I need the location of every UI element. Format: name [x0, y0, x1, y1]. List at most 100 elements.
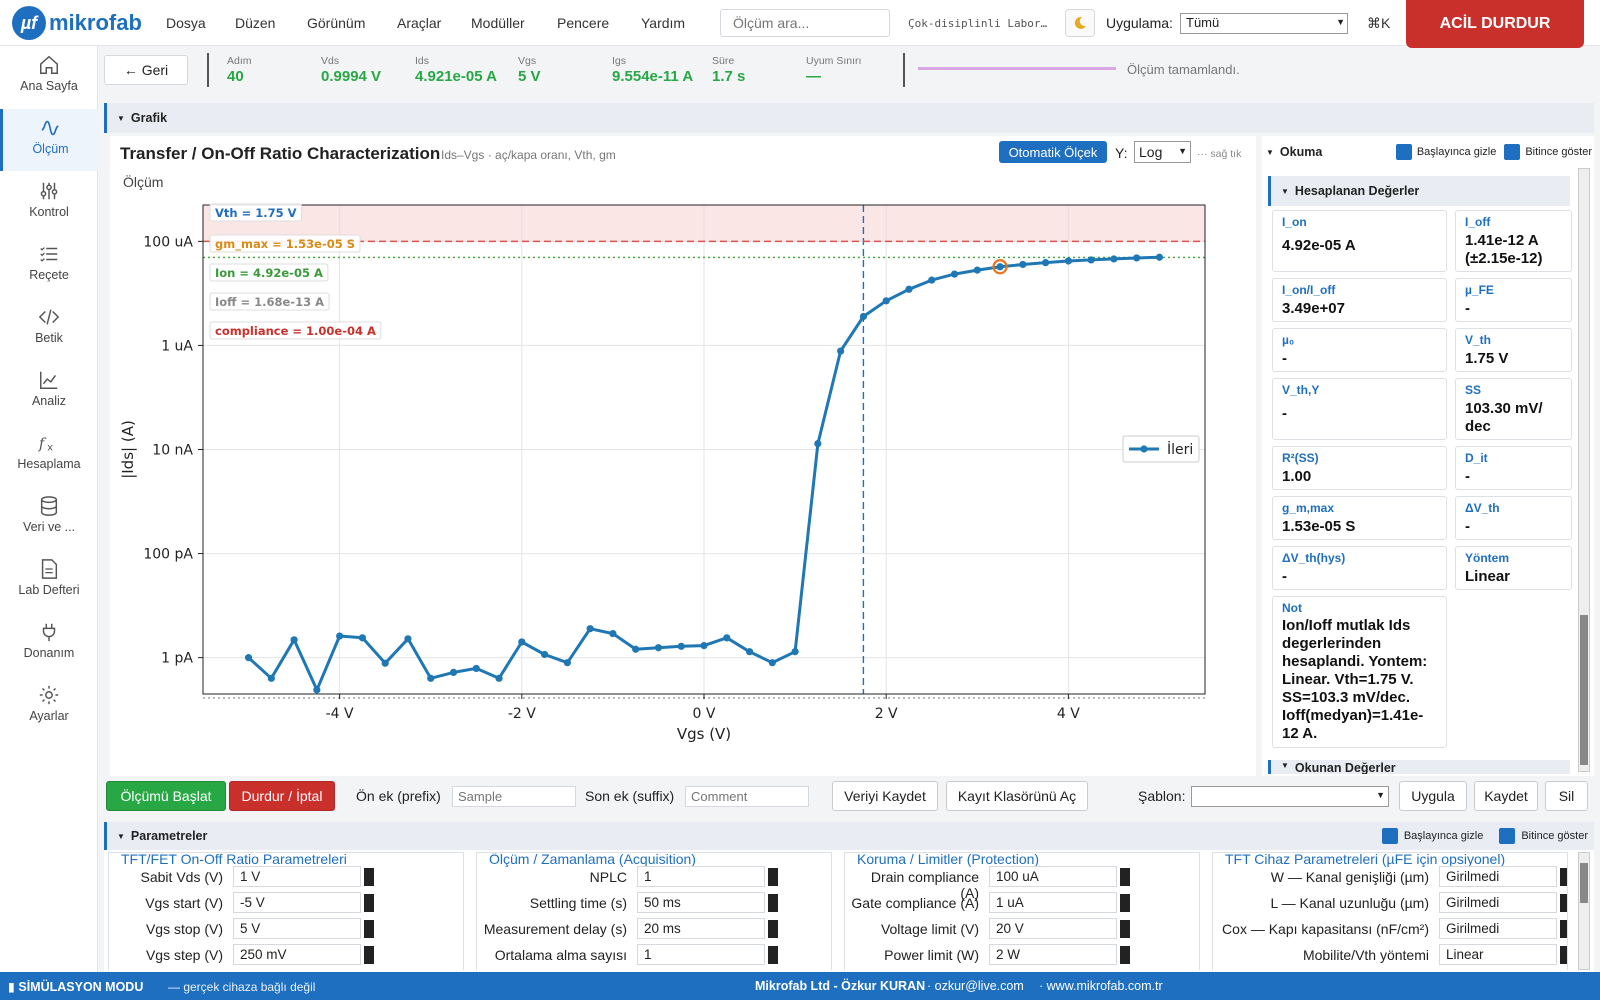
parameter-input[interactable]: 1 uA	[989, 892, 1117, 913]
parameter-input[interactable]: Girilmedi	[1439, 918, 1557, 939]
scrollbar-thumb[interactable]	[1580, 615, 1588, 765]
stepper-icon[interactable]	[768, 946, 778, 964]
stepper-icon[interactable]	[1120, 946, 1130, 964]
stepper-icon[interactable]	[364, 868, 374, 886]
show-on-finish-checkbox[interactable]	[1504, 144, 1521, 160]
save-data-button[interactable]: Veriyi Kaydet	[832, 781, 938, 811]
autoscale-button[interactable]: Otomatik Ölçek	[999, 141, 1107, 163]
sidebar-item-settings[interactable]: Ayarlar	[0, 676, 98, 738]
prefix-input[interactable]	[452, 786, 576, 807]
menu-pencere[interactable]: Pencere	[557, 15, 610, 31]
sidebar-item-lab-notebook[interactable]: Lab Defteri	[0, 550, 98, 612]
command-shortcut[interactable]: ⌘K	[1367, 15, 1391, 31]
read-values-header[interactable]: ▼ Okunan Değerler	[1268, 760, 1570, 774]
parameter-input[interactable]: Girilmedi	[1439, 866, 1557, 887]
stepper-icon[interactable]	[364, 894, 374, 912]
menu-dosya[interactable]: Dosya	[166, 15, 206, 31]
app-filter-value: Tümü	[1186, 15, 1220, 30]
x-tick-label: 0 V	[693, 706, 716, 722]
back-button[interactable]: ← Geri	[104, 55, 188, 85]
sidebar-item-recipe[interactable]: Reçete	[0, 235, 98, 297]
stop-cancel-button[interactable]: Durdur / İptal	[229, 781, 335, 811]
stepper-icon[interactable]	[1560, 920, 1567, 938]
sidebar-item-label: Analiz	[31, 394, 67, 408]
parameter-label: Vgs start (V)	[145, 895, 223, 911]
parameter-input[interactable]: 1	[637, 866, 765, 887]
y-scale-select[interactable]: Log ▼	[1134, 141, 1191, 163]
simulation-mode-label: ▮ SİMÜLASYON MODU	[8, 980, 144, 994]
stepper-icon[interactable]	[1560, 894, 1567, 912]
menu-yardim[interactable]: Yardım	[641, 15, 686, 31]
footer-website[interactable]: · www.mikrofab.com.tr	[1039, 979, 1163, 993]
data-point	[540, 650, 549, 659]
stepper-icon[interactable]	[1120, 868, 1130, 886]
graph-section-header[interactable]: ▼ Grafik	[104, 103, 1594, 133]
parameter-input[interactable]: 5 V	[233, 918, 361, 939]
emergency-stop-button[interactable]: ACİL DURDUR	[1406, 0, 1584, 48]
stepper-icon[interactable]	[1560, 868, 1567, 886]
legend-label: İleri	[1167, 440, 1193, 458]
sidebar-item-control[interactable]: Kontrol	[0, 172, 98, 234]
template-select[interactable]: ▼	[1191, 786, 1389, 807]
search-input[interactable]	[720, 9, 890, 37]
computed-values-header[interactable]: ▼ Hesaplanan Değerler	[1268, 176, 1570, 206]
menu-moduller[interactable]: Modüller	[471, 15, 525, 31]
menu-gorunum[interactable]: Görünüm	[307, 15, 366, 31]
parameter-input[interactable]: Linear	[1439, 944, 1557, 965]
stepper-icon[interactable]	[768, 894, 778, 912]
theme-toggle-moon-icon[interactable]	[1065, 9, 1095, 37]
apply-button[interactable]: Uygula	[1399, 781, 1467, 811]
sidebar-item-hardware[interactable]: Donanım	[0, 613, 98, 675]
parameter-input[interactable]: 20 ms	[637, 918, 765, 939]
stepper-icon[interactable]	[1560, 946, 1567, 964]
footer-email[interactable]: · ozkur@live.com	[927, 979, 1024, 993]
value-cell-r2-ss: R²(SS) 1.00	[1272, 446, 1447, 490]
annotation-box	[209, 203, 303, 222]
menu-duzen[interactable]: Düzen	[235, 15, 276, 31]
sidebar-item-data[interactable]: Veri ve ...	[0, 487, 98, 549]
parameter-input[interactable]: Girilmedi	[1439, 892, 1557, 913]
parameter-input[interactable]: -5 V	[233, 892, 361, 913]
parameter-input[interactable]: 1	[637, 944, 765, 965]
sidebar-item-home[interactable]: Ana Sayfa	[0, 46, 98, 108]
x-tick-label: 4 V	[1057, 706, 1080, 722]
save-template-button[interactable]: Kaydet	[1474, 781, 1538, 811]
logo[interactable]: µf mikrofab	[12, 6, 142, 40]
annotation-box	[209, 234, 361, 253]
lab-label[interactable]: Çok-disiplinli Labor…	[908, 17, 1048, 30]
parameters-scrollbar[interactable]	[1578, 852, 1590, 970]
app-filter-select[interactable]: Tümü ▼	[1180, 13, 1348, 34]
suffix-input[interactable]	[685, 786, 809, 807]
parameter-input[interactable]: 1 V	[233, 866, 361, 887]
start-measurement-button[interactable]: Ölçümü Başlat	[106, 781, 226, 811]
stepper-icon[interactable]	[1120, 894, 1130, 912]
stepper-icon[interactable]	[364, 920, 374, 938]
plot-label: Ölçüm	[123, 174, 164, 190]
transfer-chart[interactable]: -4 V -2 V 0 V 2 V 4 V 100 uA 1 uA 10 nA 100 pA 1 …	[110, 190, 1256, 770]
reading-scrollbar[interactable]	[1578, 168, 1590, 772]
chart-subtitle: Ids–Vgs · aç/kapa oranı, Vth, gm	[441, 148, 616, 162]
sidebar-item-measurement[interactable]: Ölçüm	[0, 109, 98, 171]
parameter-label: Ortalama alma sayısı	[494, 947, 627, 963]
menu-araclar[interactable]: Araçlar	[397, 15, 442, 31]
sidebar-item-script[interactable]: Betik	[0, 298, 98, 360]
stepper-icon[interactable]	[768, 920, 778, 938]
parameters-header[interactable]: ▼ Parametreler Başlayınca gizle Bitince …	[104, 822, 1594, 850]
parameter-input[interactable]: 100 uA	[989, 866, 1117, 887]
stepper-icon[interactable]	[768, 868, 778, 886]
hide-on-start-checkbox[interactable]	[1381, 828, 1398, 844]
sidebar-item-analysis[interactable]: Analiz	[0, 361, 98, 423]
parameter-input[interactable]: 2 W	[989, 944, 1117, 965]
stepper-icon[interactable]	[1120, 920, 1130, 938]
scrollbar-thumb[interactable]	[1580, 863, 1588, 903]
parameter-input[interactable]: 250 mV	[233, 944, 361, 965]
parameter-input[interactable]: 50 ms	[637, 892, 765, 913]
stepper-icon[interactable]	[364, 946, 374, 964]
chevron-down-icon: ▼	[1266, 147, 1274, 157]
parameter-input[interactable]: 20 V	[989, 918, 1117, 939]
open-folder-button[interactable]: Kayıt Klasörünü Aç	[946, 781, 1088, 811]
hide-on-start-checkbox[interactable]	[1395, 144, 1412, 160]
delete-template-button[interactable]: Sil	[1545, 781, 1588, 811]
show-on-finish-checkbox[interactable]	[1499, 828, 1516, 844]
